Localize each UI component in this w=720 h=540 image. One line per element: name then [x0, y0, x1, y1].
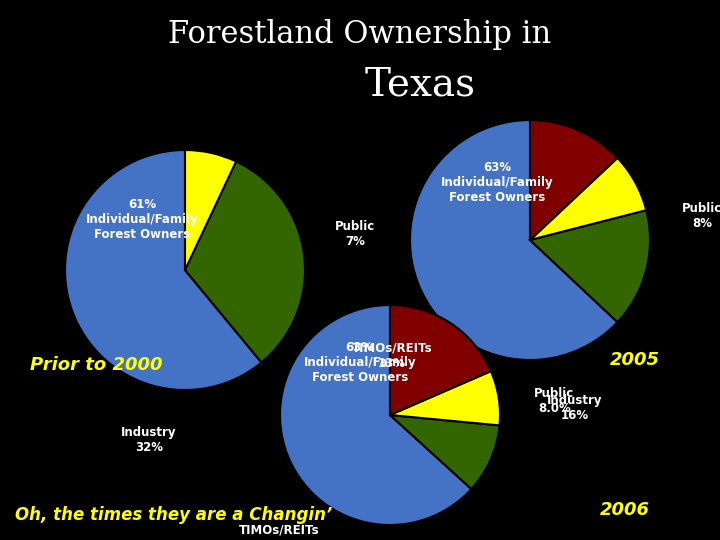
Text: Public
8.0%: Public 8.0% [534, 387, 575, 415]
Text: Oh, the times they are a Changin’: Oh, the times they are a Changin’ [15, 506, 333, 524]
Text: 2005: 2005 [610, 351, 660, 369]
Wedge shape [185, 150, 236, 270]
Wedge shape [390, 371, 500, 426]
Text: Industry
16%: Industry 16% [547, 394, 603, 422]
Text: Forestland Ownership in: Forestland Ownership in [168, 19, 552, 51]
Text: 2006: 2006 [600, 501, 650, 519]
Wedge shape [65, 150, 261, 390]
Text: Industry
32%: Industry 32% [121, 426, 176, 454]
Wedge shape [530, 120, 618, 240]
Text: TIMOs/REITs
13%: TIMOs/REITs 13% [352, 342, 433, 370]
Text: Public
7%: Public 7% [335, 220, 375, 248]
Text: 63%
Individual/Family
Forest Owners: 63% Individual/Family Forest Owners [441, 161, 553, 204]
Text: 61%
Individual/Family
Forest Owners: 61% Individual/Family Forest Owners [86, 198, 199, 241]
Text: Public
8%: Public 8% [682, 202, 720, 230]
Wedge shape [410, 120, 618, 360]
Text: 63%
Individual/Family
Forest Owners: 63% Individual/Family Forest Owners [303, 341, 416, 384]
Wedge shape [280, 305, 472, 525]
Wedge shape [390, 415, 500, 489]
Wedge shape [530, 210, 650, 322]
Text: Texas: Texas [364, 66, 475, 104]
Text: Prior to 2000: Prior to 2000 [30, 356, 163, 374]
Text: TIMOs/REITs
18.4%: TIMOs/REITs 18.4% [239, 524, 320, 540]
Wedge shape [185, 161, 305, 362]
Wedge shape [390, 305, 491, 415]
Wedge shape [530, 158, 647, 240]
